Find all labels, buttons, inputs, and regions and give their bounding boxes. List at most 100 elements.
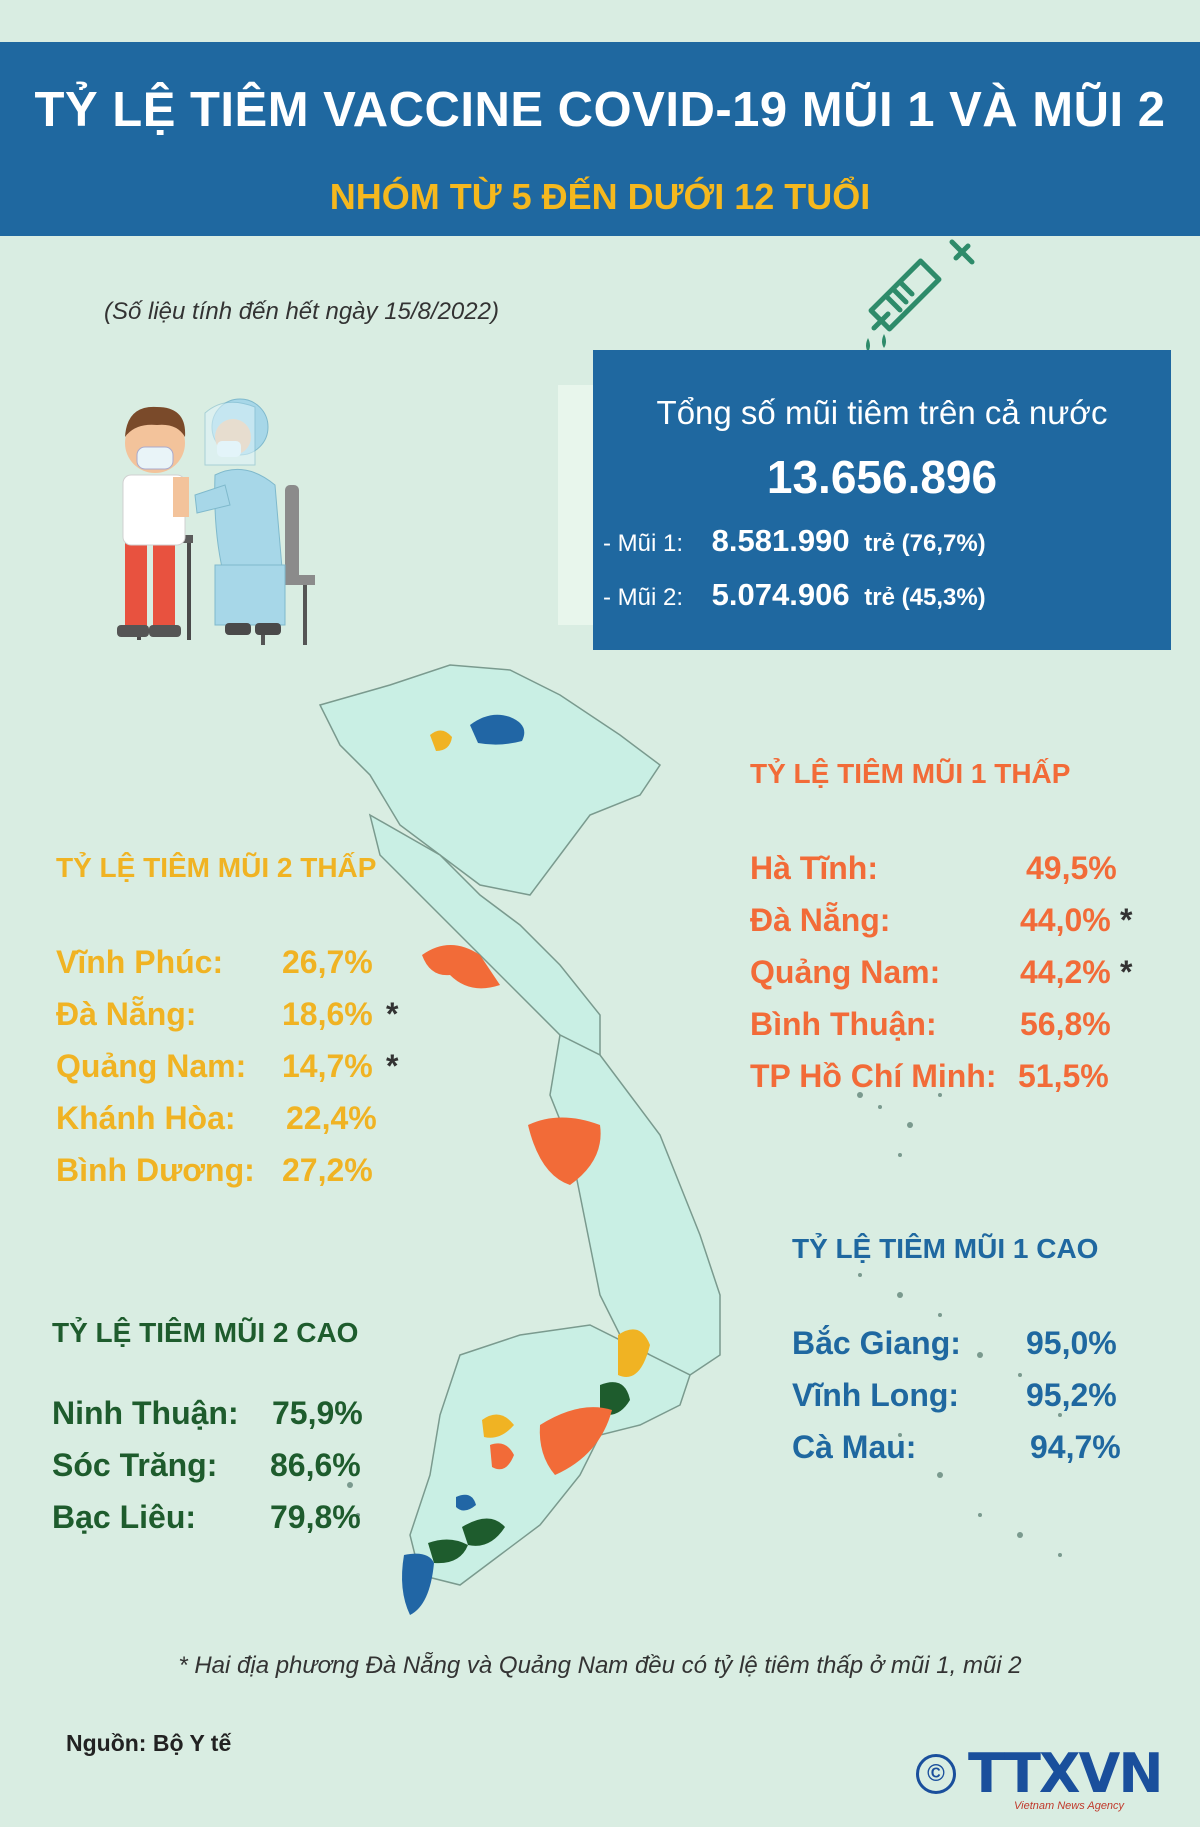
copyright-icon: © [916, 1754, 956, 1794]
dose2-value: 5.074.906 [711, 577, 850, 612]
syringe-icon [866, 239, 975, 364]
dose1-unit: trẻ [864, 530, 895, 557]
low-dose2-list: Vĩnh Phúc: 26,7% Đà Nẵng: 18,6% * Quảng Nam… [56, 944, 416, 1204]
list-item: Bình Thuận: 56,8% [750, 1006, 1150, 1058]
list-item: Quảng Nam: 44,2% * [750, 954, 1150, 1006]
dose1-percent: (76,7%) [901, 530, 986, 557]
dose2-percent: (45,3%) [901, 584, 986, 611]
dose2-row: - Mũi 2: 5.074.906 trẻ (45,3%) [603, 577, 986, 613]
map-bac-giang [470, 714, 525, 745]
ttxvn-logo: © TTXVN Vietnam News Agency [916, 1742, 1164, 1812]
stats-panel: Tổng số mũi tiêm trên cả nước 13.656.896… [593, 350, 1171, 650]
map-north [318, 664, 662, 896]
date-note: (Số liệu tính đến hết ngày 15/8/2022) [104, 298, 499, 325]
province-name: Quảng Nam: [750, 954, 941, 990]
map-central [549, 1033, 721, 1376]
logo-agency: Vietnam News Agency [1014, 1800, 1125, 1812]
map-binh-duong [482, 1414, 514, 1438]
list-item: Vĩnh Long: 95,2% [792, 1377, 1132, 1429]
map-soc-trang [462, 1518, 505, 1546]
map-vinh-long [456, 1494, 476, 1511]
province-value: 56,8% [1020, 1006, 1111, 1042]
province-value: 75,9% [272, 1395, 363, 1431]
list-item: Khánh Hòa: 22,4% [56, 1100, 416, 1152]
list-item: Quảng Nam: 14,7% * [56, 1048, 416, 1100]
list-item: Đà Nẵng: 18,6% * [56, 996, 416, 1048]
asterisk-mark: * [1120, 902, 1133, 938]
map-quang-nam [528, 1117, 601, 1185]
list-item: Cà Mau: 94,7% [792, 1429, 1132, 1481]
page-subtitle: NHÓM TỪ 5 ĐẾN DƯỚI 12 TUỔI [329, 176, 871, 217]
province-name: Khánh Hòa: [56, 1100, 236, 1136]
province-value: 44,2% [1020, 954, 1111, 990]
header-banner: TỶ LỆ TIÊM VACCINE COVID-19 MŨI 1 VÀ MŨI… [0, 42, 1200, 236]
high-dose2-title: TỶ LỆ TIÊM MŨI 2 CAO [52, 1317, 359, 1348]
high-dose2-list: Ninh Thuận: 75,9% Sóc Trăng: 86,6% Bạc Liê… [52, 1395, 392, 1551]
province-name: Vĩnh Long: [792, 1377, 960, 1413]
map-bac-lieu [428, 1539, 468, 1564]
map-binh-thuan [539, 1407, 612, 1475]
map-ha-tinh [422, 945, 500, 989]
list-item: Đà Nẵng: 44,0% * [750, 902, 1150, 954]
province-name: Đà Nẵng: [750, 902, 891, 938]
dose2-key: - Mũi 2: [603, 584, 684, 611]
province-value: 94,7% [1030, 1429, 1121, 1465]
map-khanh-hoa [618, 1329, 650, 1377]
map-vinh-phuc [430, 730, 452, 751]
dose2-unit: trẻ [864, 584, 895, 611]
province-value: 79,8% [270, 1499, 361, 1535]
list-item: Sóc Trăng: 86,6% [52, 1447, 392, 1499]
province-value: 44,0% [1020, 902, 1111, 938]
map-ca-mau [402, 1553, 434, 1615]
map-hcm [490, 1443, 514, 1470]
list-item: Bạc Liêu: 79,8% [52, 1499, 392, 1551]
province-name: Hà Tĩnh: [750, 850, 878, 886]
province-name: Vĩnh Phúc: [56, 944, 224, 980]
map-ninh-thuan [600, 1382, 630, 1415]
province-name: Bắc Giang: [792, 1325, 961, 1361]
asterisk-mark: * [1120, 954, 1133, 990]
list-item: Vĩnh Phúc: 26,7% [56, 944, 416, 996]
low-dose1-title: TỶ LỆ TIÊM MŨI 1 THẤP [750, 758, 1071, 789]
high-dose1-title: TỶ LỆ TIÊM MŨI 1 CAO [792, 1233, 1099, 1264]
dose1-row: - Mũi 1: 8.581.990 trẻ (76,7%) [603, 523, 986, 559]
province-name: Bình Dương: [56, 1152, 255, 1188]
province-name: TP Hồ Chí Minh: [750, 1058, 997, 1094]
province-value: 18,6% [282, 996, 373, 1032]
province-name: Bình Thuận: [750, 1006, 937, 1042]
high-dose1-list: Bắc Giang: 95,0% Vĩnh Long: 95,2% Cà Mau: 9… [792, 1325, 1132, 1481]
province-name: Ninh Thuận: [52, 1395, 239, 1431]
province-name: Cà Mau: [792, 1429, 917, 1465]
province-value: 14,7% [282, 1048, 373, 1084]
list-item: Bình Dương: 27,2% [56, 1152, 416, 1204]
vietnam-map [318, 664, 1062, 1615]
low-dose2-title: TỶ LỆ TIÊM MŨI 2 THẤP [56, 852, 377, 883]
logo-brand: TTXVN [968, 1742, 1164, 1805]
province-value: 86,6% [270, 1447, 361, 1483]
province-value: 95,2% [1026, 1377, 1117, 1413]
province-name: Đà Nẵng: [56, 996, 197, 1032]
province-value: 49,5% [1026, 850, 1117, 886]
dose1-value: 8.581.990 [711, 523, 850, 558]
vaccination-illustration [117, 398, 315, 645]
province-value: 27,2% [282, 1152, 373, 1188]
asterisk-mark: * [386, 996, 399, 1032]
province-value: 26,7% [282, 944, 373, 980]
low-dose1-list: Hà Tĩnh: 49,5% Đà Nẵng: 44,0% * Quảng Nam: 4… [750, 850, 1150, 1110]
source-credit: Nguồn: Bộ Y tế [66, 1730, 232, 1756]
total-value: 13.656.896 [766, 451, 998, 503]
total-label: Tổng số mũi tiêm trên cả nước [656, 394, 1108, 431]
province-name: Bạc Liêu: [52, 1499, 197, 1535]
list-item: Bắc Giang: 95,0% [792, 1325, 1132, 1377]
province-value: 95,0% [1026, 1325, 1117, 1361]
list-item: TP Hồ Chí Minh: 51,5% [750, 1058, 1150, 1110]
province-value: 51,5% [1018, 1058, 1109, 1094]
list-item: Hà Tĩnh: 49,5% [750, 850, 1150, 902]
province-name: Quảng Nam: [56, 1048, 247, 1084]
province-name: Sóc Trăng: [52, 1447, 218, 1483]
footnote: * Hai địa phương Đà Nẵng và Quảng Nam đề… [178, 1652, 1022, 1679]
page-title: TỶ LỆ TIÊM VACCINE COVID-19 MŨI 1 VÀ MŨI… [34, 83, 1166, 137]
asterisk-mark: * [386, 1048, 399, 1084]
list-item: Ninh Thuận: 75,9% [52, 1395, 392, 1447]
